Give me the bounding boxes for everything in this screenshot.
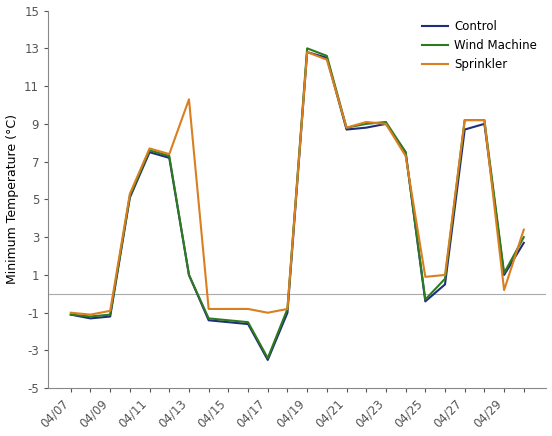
Wind Machine (126, 193, 133, 198)
Control (146, 150, 153, 155)
Control (383, 121, 389, 126)
Control (87, 316, 94, 321)
Sprinkler (304, 50, 310, 55)
Control (343, 127, 350, 132)
Wind Machine (402, 150, 409, 155)
Wind Machine (185, 272, 192, 278)
Sprinkler (383, 121, 389, 126)
Wind Machine (146, 148, 153, 153)
Wind Machine (501, 270, 507, 276)
Control (442, 282, 448, 287)
Wind Machine (245, 320, 251, 325)
Sprinkler (126, 191, 133, 196)
Y-axis label: Minimum Temperature (°C): Minimum Temperature (°C) (6, 114, 19, 284)
Sprinkler (521, 227, 527, 232)
Wind Machine (264, 355, 271, 361)
Sprinkler (501, 287, 507, 293)
Sprinkler (185, 97, 192, 102)
Sprinkler (225, 307, 232, 312)
Sprinkler (264, 310, 271, 315)
Wind Machine (343, 125, 350, 130)
Control (521, 240, 527, 245)
Wind Machine (521, 235, 527, 240)
Wind Machine (422, 297, 428, 302)
Control (461, 127, 468, 132)
Control (422, 299, 428, 304)
Control (166, 155, 173, 160)
Sprinkler (343, 125, 350, 130)
Control (67, 312, 74, 317)
Control (304, 50, 310, 55)
Wind Machine (383, 119, 389, 125)
Sprinkler (87, 312, 94, 317)
Sprinkler (363, 119, 369, 125)
Control (185, 272, 192, 278)
Control (481, 121, 488, 126)
Wind Machine (363, 121, 369, 126)
Line: Control: Control (71, 52, 524, 360)
Control (225, 320, 232, 325)
Sprinkler (323, 57, 330, 62)
Control (323, 55, 330, 60)
Line: Wind Machine: Wind Machine (71, 48, 524, 358)
Control (501, 272, 507, 278)
Wind Machine (225, 318, 232, 323)
Sprinkler (146, 146, 153, 151)
Wind Machine (442, 276, 448, 281)
Control (284, 310, 291, 315)
Wind Machine (323, 53, 330, 58)
Wind Machine (87, 314, 94, 319)
Wind Machine (284, 307, 291, 312)
Sprinkler (481, 117, 488, 123)
Sprinkler (284, 307, 291, 312)
Wind Machine (481, 117, 488, 123)
Sprinkler (166, 151, 173, 157)
Sprinkler (402, 153, 409, 159)
Control (264, 358, 271, 363)
Sprinkler (67, 310, 74, 315)
Sprinkler (245, 307, 251, 312)
Control (205, 318, 212, 323)
Sprinkler (205, 307, 212, 312)
Control (245, 321, 251, 327)
Control (402, 150, 409, 155)
Wind Machine (205, 316, 212, 321)
Sprinkler (107, 308, 114, 313)
Wind Machine (304, 46, 310, 51)
Sprinkler (422, 274, 428, 279)
Wind Machine (67, 312, 74, 317)
Control (126, 195, 133, 200)
Wind Machine (107, 312, 114, 317)
Wind Machine (461, 117, 468, 123)
Line: Sprinkler: Sprinkler (71, 52, 524, 315)
Sprinkler (461, 117, 468, 123)
Sprinkler (442, 272, 448, 278)
Wind Machine (166, 153, 173, 159)
Control (107, 314, 114, 319)
Control (363, 125, 369, 130)
Legend: Control, Wind Machine, Sprinkler: Control, Wind Machine, Sprinkler (419, 17, 540, 75)
